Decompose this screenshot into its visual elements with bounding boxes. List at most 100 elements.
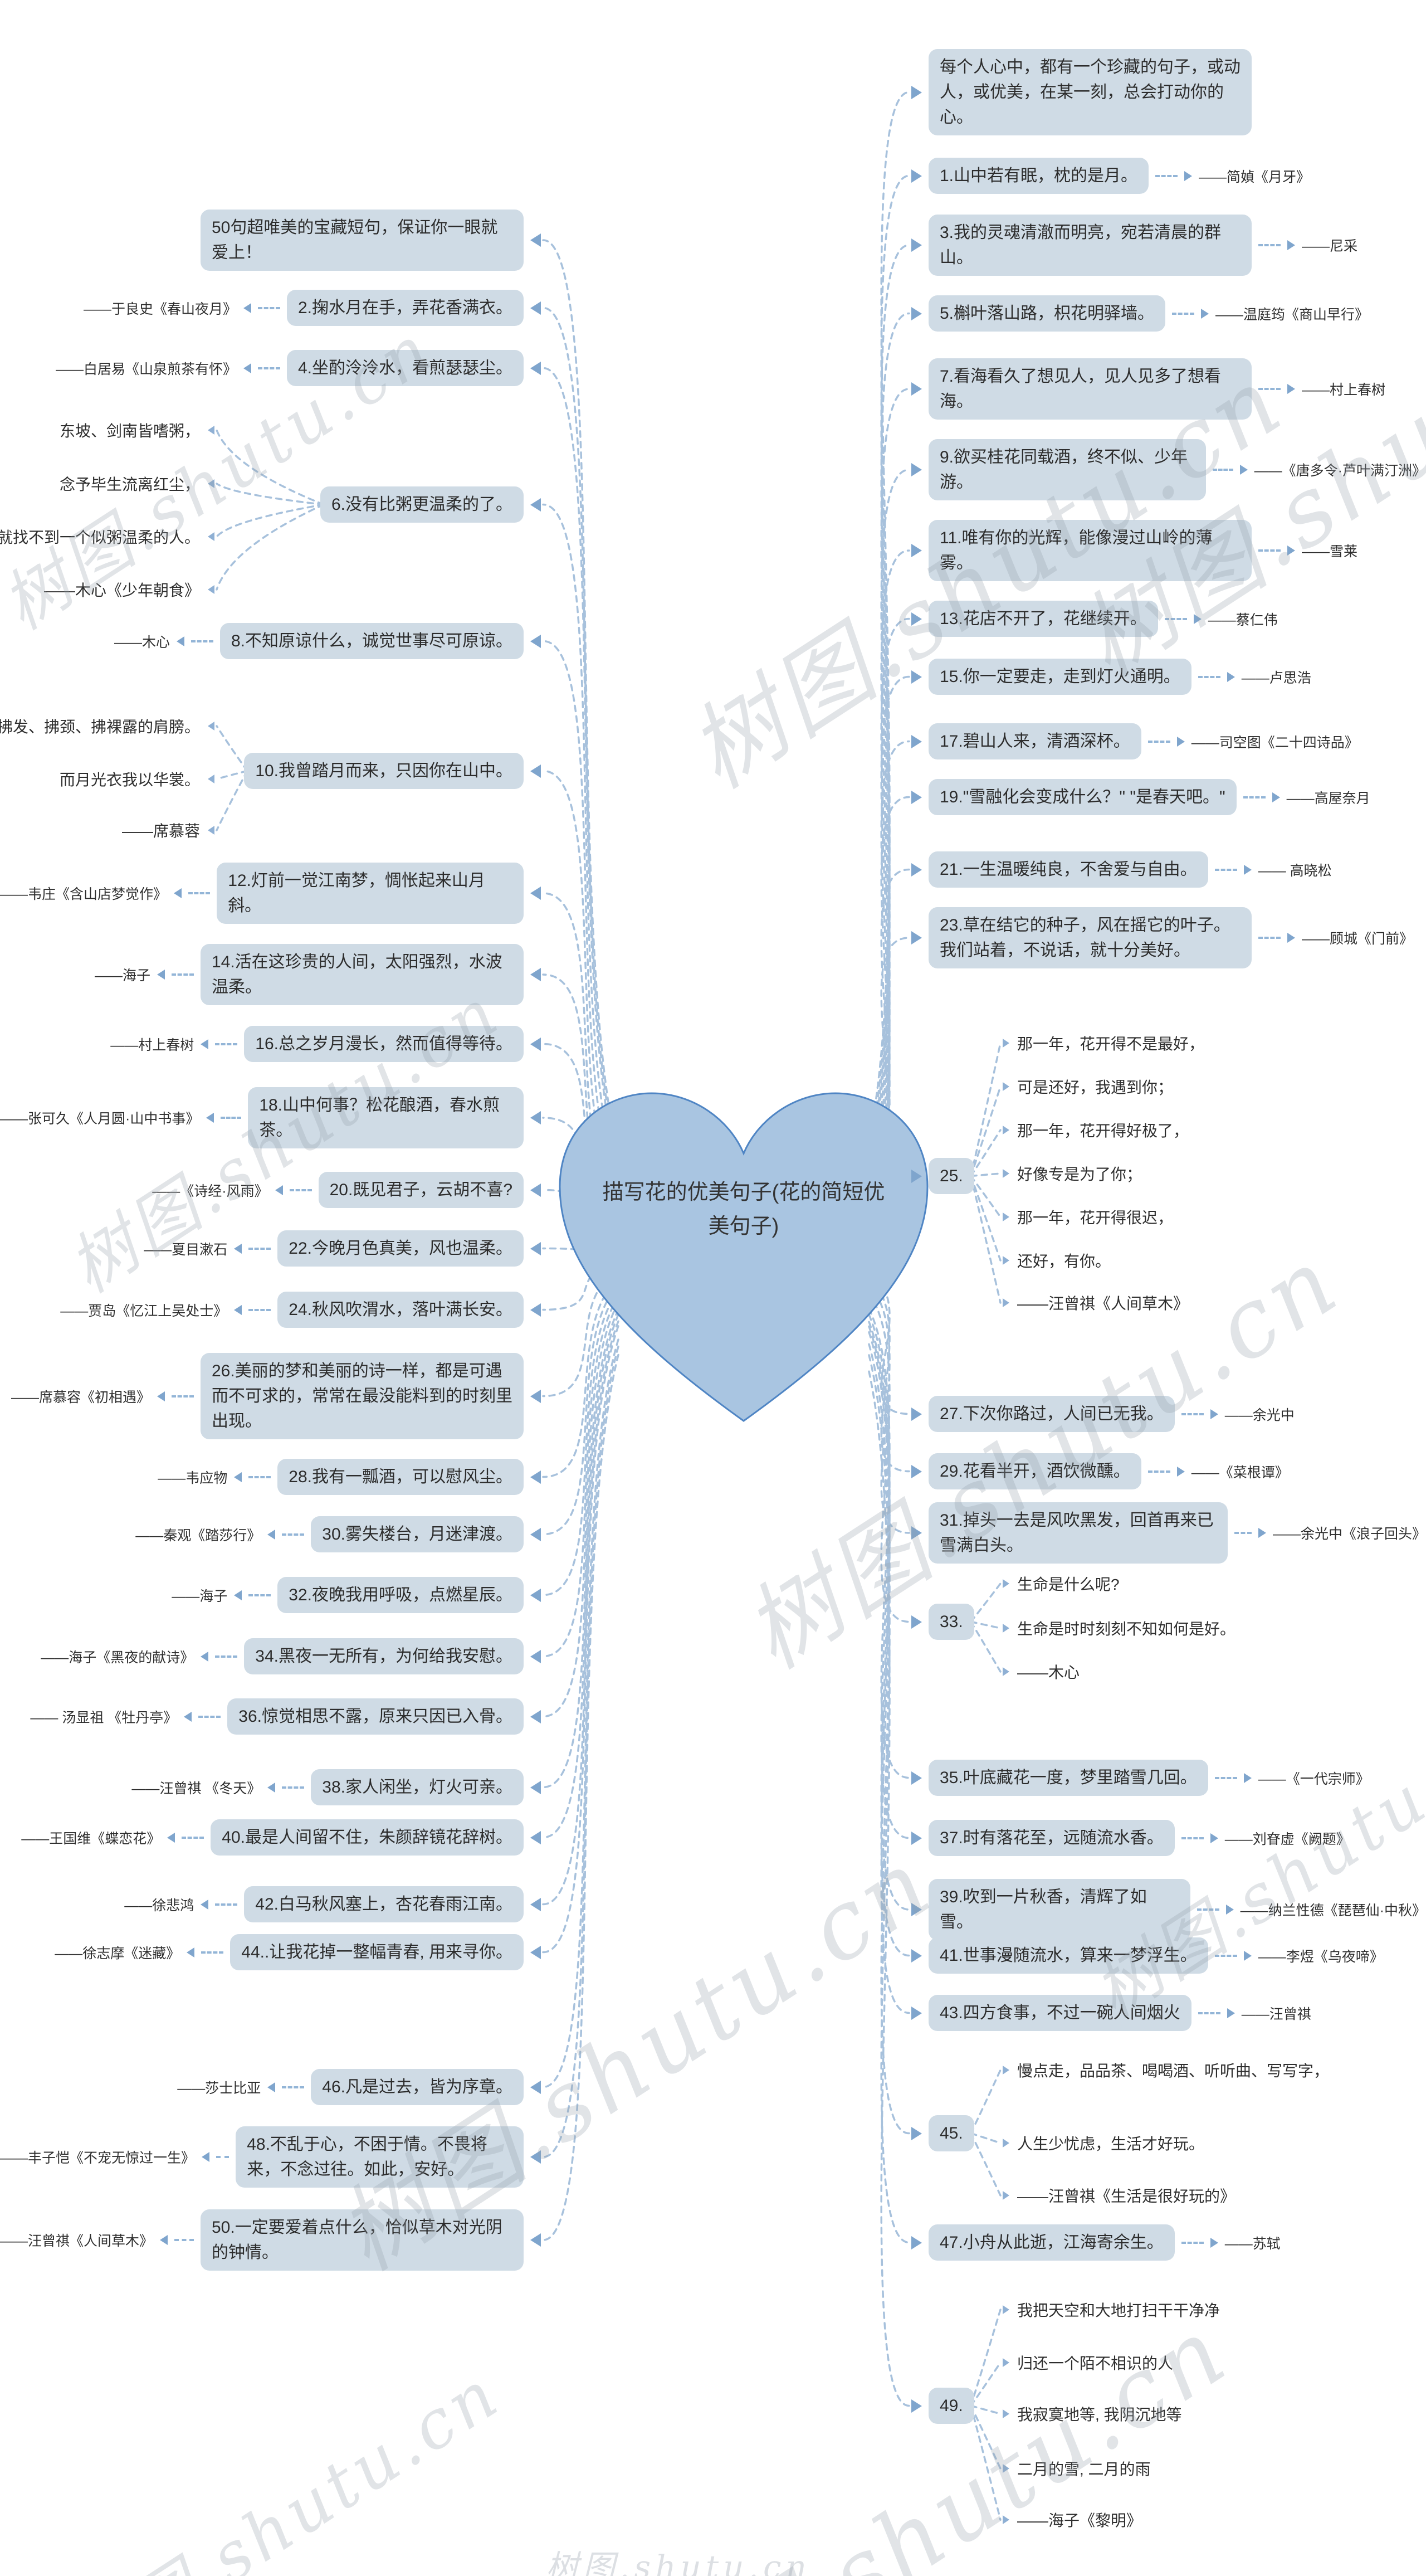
node-42[interactable]: ——徐悲鸿 42.白马秋风塞上，杏花春雨江南。 — [124, 1886, 541, 1922]
node-23[interactable]: 23.草在结它的种子，风在摇它的叶子。我们站着，不说话，就十分美好。 ——顾城《… — [911, 907, 1413, 968]
quote-box[interactable]: 50.一定要爱着点什么，恰似草木对光阴的钟情。 — [201, 2209, 524, 2271]
node-3[interactable]: 3.我的灵魂清澈而明亮，宛若清晨的群山。 ——尼采 — [911, 215, 1357, 276]
node-49[interactable]: 49. — [911, 2388, 974, 2424]
node-12[interactable]: ——韦庄《含山店梦觉作》 12.灯前一觉江南梦，惆怅起来山月斜。 — [0, 863, 541, 924]
node-38[interactable]: ——汪曾祺 《冬天》 38.家人闲坐，灯火可亲。 — [131, 1769, 541, 1805]
quote-author[interactable]: ——徐悲鸿 — [124, 1897, 194, 1913]
quote-author[interactable]: ——纳兰性德《琵琶仙·中秋》 — [1240, 1903, 1426, 1918]
quote-author[interactable]: ——汪曾祺《人间草木》 — [0, 2233, 154, 2249]
sub-quote[interactable]: 我把天空和大地打扫干干净净 — [1003, 2299, 1220, 2321]
quote-box[interactable]: 26.美丽的梦和美丽的诗一样，都是可遇而不可求的，常常在最没能料到的时刻里出现。 — [201, 1353, 524, 1439]
quote-box[interactable]: 43.四方食事，不过一碗人间烟火 — [929, 1995, 1191, 2031]
quote-author[interactable]: ——夏目漱石 — [144, 1241, 228, 1258]
node-10[interactable]: 10.我曾踏月而来，只因你在山中。 — [244, 753, 541, 789]
quote-author[interactable]: ——海子 — [94, 968, 150, 983]
sub-quote[interactable]: 我寂寞地等, 我阴沉地等 — [1003, 2403, 1182, 2425]
quote-box[interactable]: 13.花店不开了，花继续开。 — [929, 601, 1158, 637]
quote-box[interactable]: 18.山中何事？松花酿酒，春水煎茶。 — [248, 1087, 524, 1148]
sub-quote[interactable]: 那一年，花开得不是最好， — [1003, 1032, 1204, 1054]
quote-box[interactable]: 48.不乱于心，不困于情。不畏将来，不念过往。如此，安好。 — [236, 2126, 524, 2188]
quote-box[interactable]: 35.叶底藏花一度，梦里踏雪几回。 — [929, 1760, 1208, 1796]
quote-box[interactable]: 17.碧山人来，清酒深杯。 — [929, 723, 1141, 759]
quote-author[interactable]: ——村上春树 — [110, 1037, 194, 1053]
node-5[interactable]: 5.槲叶落山路，枳花明驿墙。 ——温庭筠《商山早行》 — [911, 295, 1369, 332]
sub-quote[interactable]: 归还一个陌不相识的人 — [1003, 2351, 1173, 2374]
quote-author[interactable]: ——司空图《二十四诗品》 — [1191, 734, 1359, 751]
node-41[interactable]: 41.世事漫随流水，算来一梦浮生。 ——李煜《乌夜啼》 — [911, 1937, 1384, 1974]
quote-box[interactable]: 每个人心中，都有一个珍藏的句子，或动人，或优美，在某一刻，总会打动你的心。 — [929, 49, 1252, 135]
quote-box[interactable]: 34.黑夜一无所有，为何给我安慰。 — [244, 1638, 524, 1674]
quote-author[interactable]: ——《诗经·风雨》 — [152, 1183, 268, 1199]
node-50[interactable]: ——汪曾祺《人间草木》 50.一定要爱着点什么，恰似草木对光阴的钟情。 — [0, 2209, 541, 2271]
quote-author[interactable]: ——汪曾祺 — [1241, 2006, 1311, 2022]
quote-author[interactable]: ——顾城《门前》 — [1302, 931, 1414, 947]
quote-box[interactable]: 47.小舟从此逝，江海寄余生。 — [929, 2224, 1175, 2261]
sub-quote[interactable]: 而月光衣我以华裳。 — [60, 768, 214, 790]
quote-box[interactable]: 10.我曾踏月而来，只因你在山中。 — [244, 753, 524, 789]
quote-author[interactable]: ——丰子恺《不宠无惊过一生》 — [0, 2150, 196, 2166]
sub-quote[interactable]: 就找不到一个似粥温柔的人。 — [0, 525, 214, 548]
quote-box[interactable]: 12.灯前一觉江南梦，惆怅起来山月斜。 — [217, 863, 524, 924]
node-36[interactable]: —— 汤显祖 《牡丹亭》 36.惊觉相思不露，原来只因已入骨。 — [30, 1698, 541, 1735]
quote-author[interactable]: ——秦观《踏莎行》 — [135, 1527, 261, 1543]
quote-author[interactable]: ——席慕容《初相遇》 — [11, 1389, 150, 1405]
quote-author[interactable]: ——于良史《春山夜月》 — [83, 301, 237, 317]
quote-box[interactable]: 42.白马秋风塞上，杏花春雨江南。 — [244, 1886, 524, 1922]
sub-quote[interactable]: 生命是时时刻刻不知如何是好。 — [1003, 1617, 1235, 1639]
sub-quote-author[interactable]: ——海子《黎明》 — [1003, 2509, 1142, 2531]
quote-box[interactable]: 29.花看半开，酒饮微醺。 — [929, 1453, 1141, 1489]
quote-box[interactable]: 8.不知原谅什么，诚觉世事尽可原谅。 — [219, 623, 524, 659]
quote-author[interactable]: ——蔡仁伟 — [1208, 612, 1278, 628]
quote-author[interactable]: ——汪曾祺 《冬天》 — [131, 1780, 261, 1796]
node-28[interactable]: ——韦应物 28.我有一瓢酒，可以慰风尘。 — [158, 1459, 541, 1495]
node-48[interactable]: ——丰子恺《不宠无惊过一生》 48.不乱于心，不困于情。不畏将来，不念过往。如此… — [0, 2126, 541, 2188]
quote-author[interactable]: ——简媜《月牙》 — [1199, 169, 1311, 185]
quote-box[interactable]: 27.下次你路过，人间已无我。 — [929, 1396, 1175, 1432]
node-18[interactable]: ——张可久《人月圆·山中书事》 18.山中何事？松花酿酒，春水煎茶。 — [0, 1087, 541, 1148]
quote-box[interactable]: 15.你一定要走，走到灯火通明。 — [929, 659, 1191, 695]
node-40[interactable]: ——王国维《蝶恋花》 40.最是人间留不住，朱颜辞镜花辞树。 — [21, 1819, 541, 1856]
quote-box[interactable]: 5.槲叶落山路，枳花明驿墙。 — [929, 295, 1166, 332]
sub-quote[interactable]: 山风拂发、拂颈、拂裸露的肩膀。 — [0, 715, 214, 737]
quote-box[interactable]: 32.夜晚我用呼吸，点燃星辰。 — [277, 1577, 524, 1613]
sub-quote[interactable]: 念予毕生流离红尘， — [60, 473, 214, 495]
quote-author[interactable]: ——莎士比亚 — [177, 2080, 261, 2096]
quote-box[interactable]: 46.凡是过去，皆为序章。 — [311, 2069, 524, 2105]
quote-author[interactable]: ——余光中 — [1224, 1407, 1295, 1423]
node-right-intro[interactable]: 每个人心中，都有一个珍藏的句子，或动人，或优美，在某一刻，总会打动你的心。 — [911, 49, 1252, 135]
node-47[interactable]: 47.小舟从此逝，江海寄余生。 ——苏轼 — [911, 2224, 1281, 2261]
quote-box[interactable]: 7.看海看久了想见人，见人见多了想看海。 — [929, 358, 1252, 420]
node-13[interactable]: 13.花店不开了，花继续开。 ——蔡仁伟 — [911, 601, 1278, 637]
quote-author[interactable]: ——木心 — [114, 634, 170, 650]
quote-box[interactable]: 16.总之岁月漫长，然而值得等待。 — [244, 1026, 524, 1062]
node-21[interactable]: 21.一生温暖纯良，不舍爱与自由。 —— 高晓松 — [911, 851, 1332, 888]
quote-box[interactable]: 1.山中若有眠，枕的是月。 — [929, 158, 1149, 194]
quote-author[interactable]: ——《唐多令·芦叶满汀洲》 — [1254, 463, 1426, 479]
quote-author[interactable]: ——卢思浩 — [1241, 670, 1311, 686]
quote-author[interactable]: ——白居易《山泉煎茶有怀》 — [55, 361, 237, 377]
quote-author[interactable]: ——村上春树 — [1302, 382, 1386, 398]
node-31[interactable]: 31.掉头一去是风吹黑发，回首再来已雪满白头。 ——余光中《浪子回头》 — [911, 1502, 1426, 1564]
sub-quote[interactable]: 二月的雪, 二月的雨 — [1003, 2457, 1151, 2480]
quote-box[interactable]: 33. — [929, 1604, 974, 1640]
quote-box[interactable]: 45. — [929, 2115, 974, 2151]
sub-quote[interactable]: 好像专是为了你； — [1003, 1162, 1142, 1185]
node-6[interactable]: 6.没有比粥更温柔的了。 — [320, 486, 541, 523]
node-33[interactable]: 33. — [911, 1604, 974, 1640]
quote-box[interactable]: 41.世事漫随流水，算来一梦浮生。 — [929, 1937, 1208, 1974]
node-45[interactable]: 45. — [911, 2115, 974, 2151]
sub-quote[interactable]: 人生少忧虑，生活才好玩。 — [1003, 2132, 1204, 2154]
sub-quote[interactable]: 生命是什么呢? — [1003, 1572, 1120, 1595]
quote-author[interactable]: ——温庭筠《商山早行》 — [1215, 306, 1369, 323]
node-27[interactable]: 27.下次你路过，人间已无我。 ——余光中 — [911, 1396, 1295, 1432]
quote-box[interactable]: 14.活在这珍贵的人间，太阳强烈，水波温柔。 — [201, 944, 524, 1005]
quote-box[interactable]: 4.坐酌泠泠水，看煎瑟瑟尘。 — [286, 350, 524, 386]
quote-box[interactable]: 30.雾失楼台，月迷津渡。 — [311, 1516, 524, 1552]
quote-author[interactable]: ——海子 — [172, 1588, 228, 1604]
quote-box[interactable]: 24.秋风吹渭水，落叶满长安。 — [277, 1292, 524, 1328]
node-26[interactable]: ——席慕容《初相遇》 26.美丽的梦和美丽的诗一样，都是可遇而不可求的，常常在最… — [11, 1353, 541, 1439]
quote-box[interactable]: 23.草在结它的种子，风在摇它的叶子。我们站着，不说话，就十分美好。 — [929, 907, 1252, 968]
node-44[interactable]: ——徐志摩《迷藏》 44..让我花掉一整幅青春, 用来寻你。 — [55, 1934, 541, 1970]
node-30[interactable]: ——秦观《踏莎行》 30.雾失楼台，月迷津渡。 — [135, 1516, 541, 1552]
quote-box[interactable]: 9.欲买桂花同载酒，终不似、少年游。 — [929, 439, 1207, 500]
